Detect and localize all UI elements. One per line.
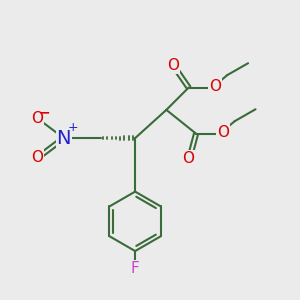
Text: O: O (31, 150, 43, 165)
Text: O: O (167, 58, 179, 74)
Text: −: − (39, 105, 50, 119)
Text: F: F (131, 261, 140, 276)
Text: O: O (182, 151, 194, 166)
Text: +: + (68, 121, 79, 134)
Text: O: O (209, 79, 221, 94)
Text: O: O (31, 111, 43, 126)
Text: O: O (217, 125, 229, 140)
Text: N: N (57, 129, 71, 148)
